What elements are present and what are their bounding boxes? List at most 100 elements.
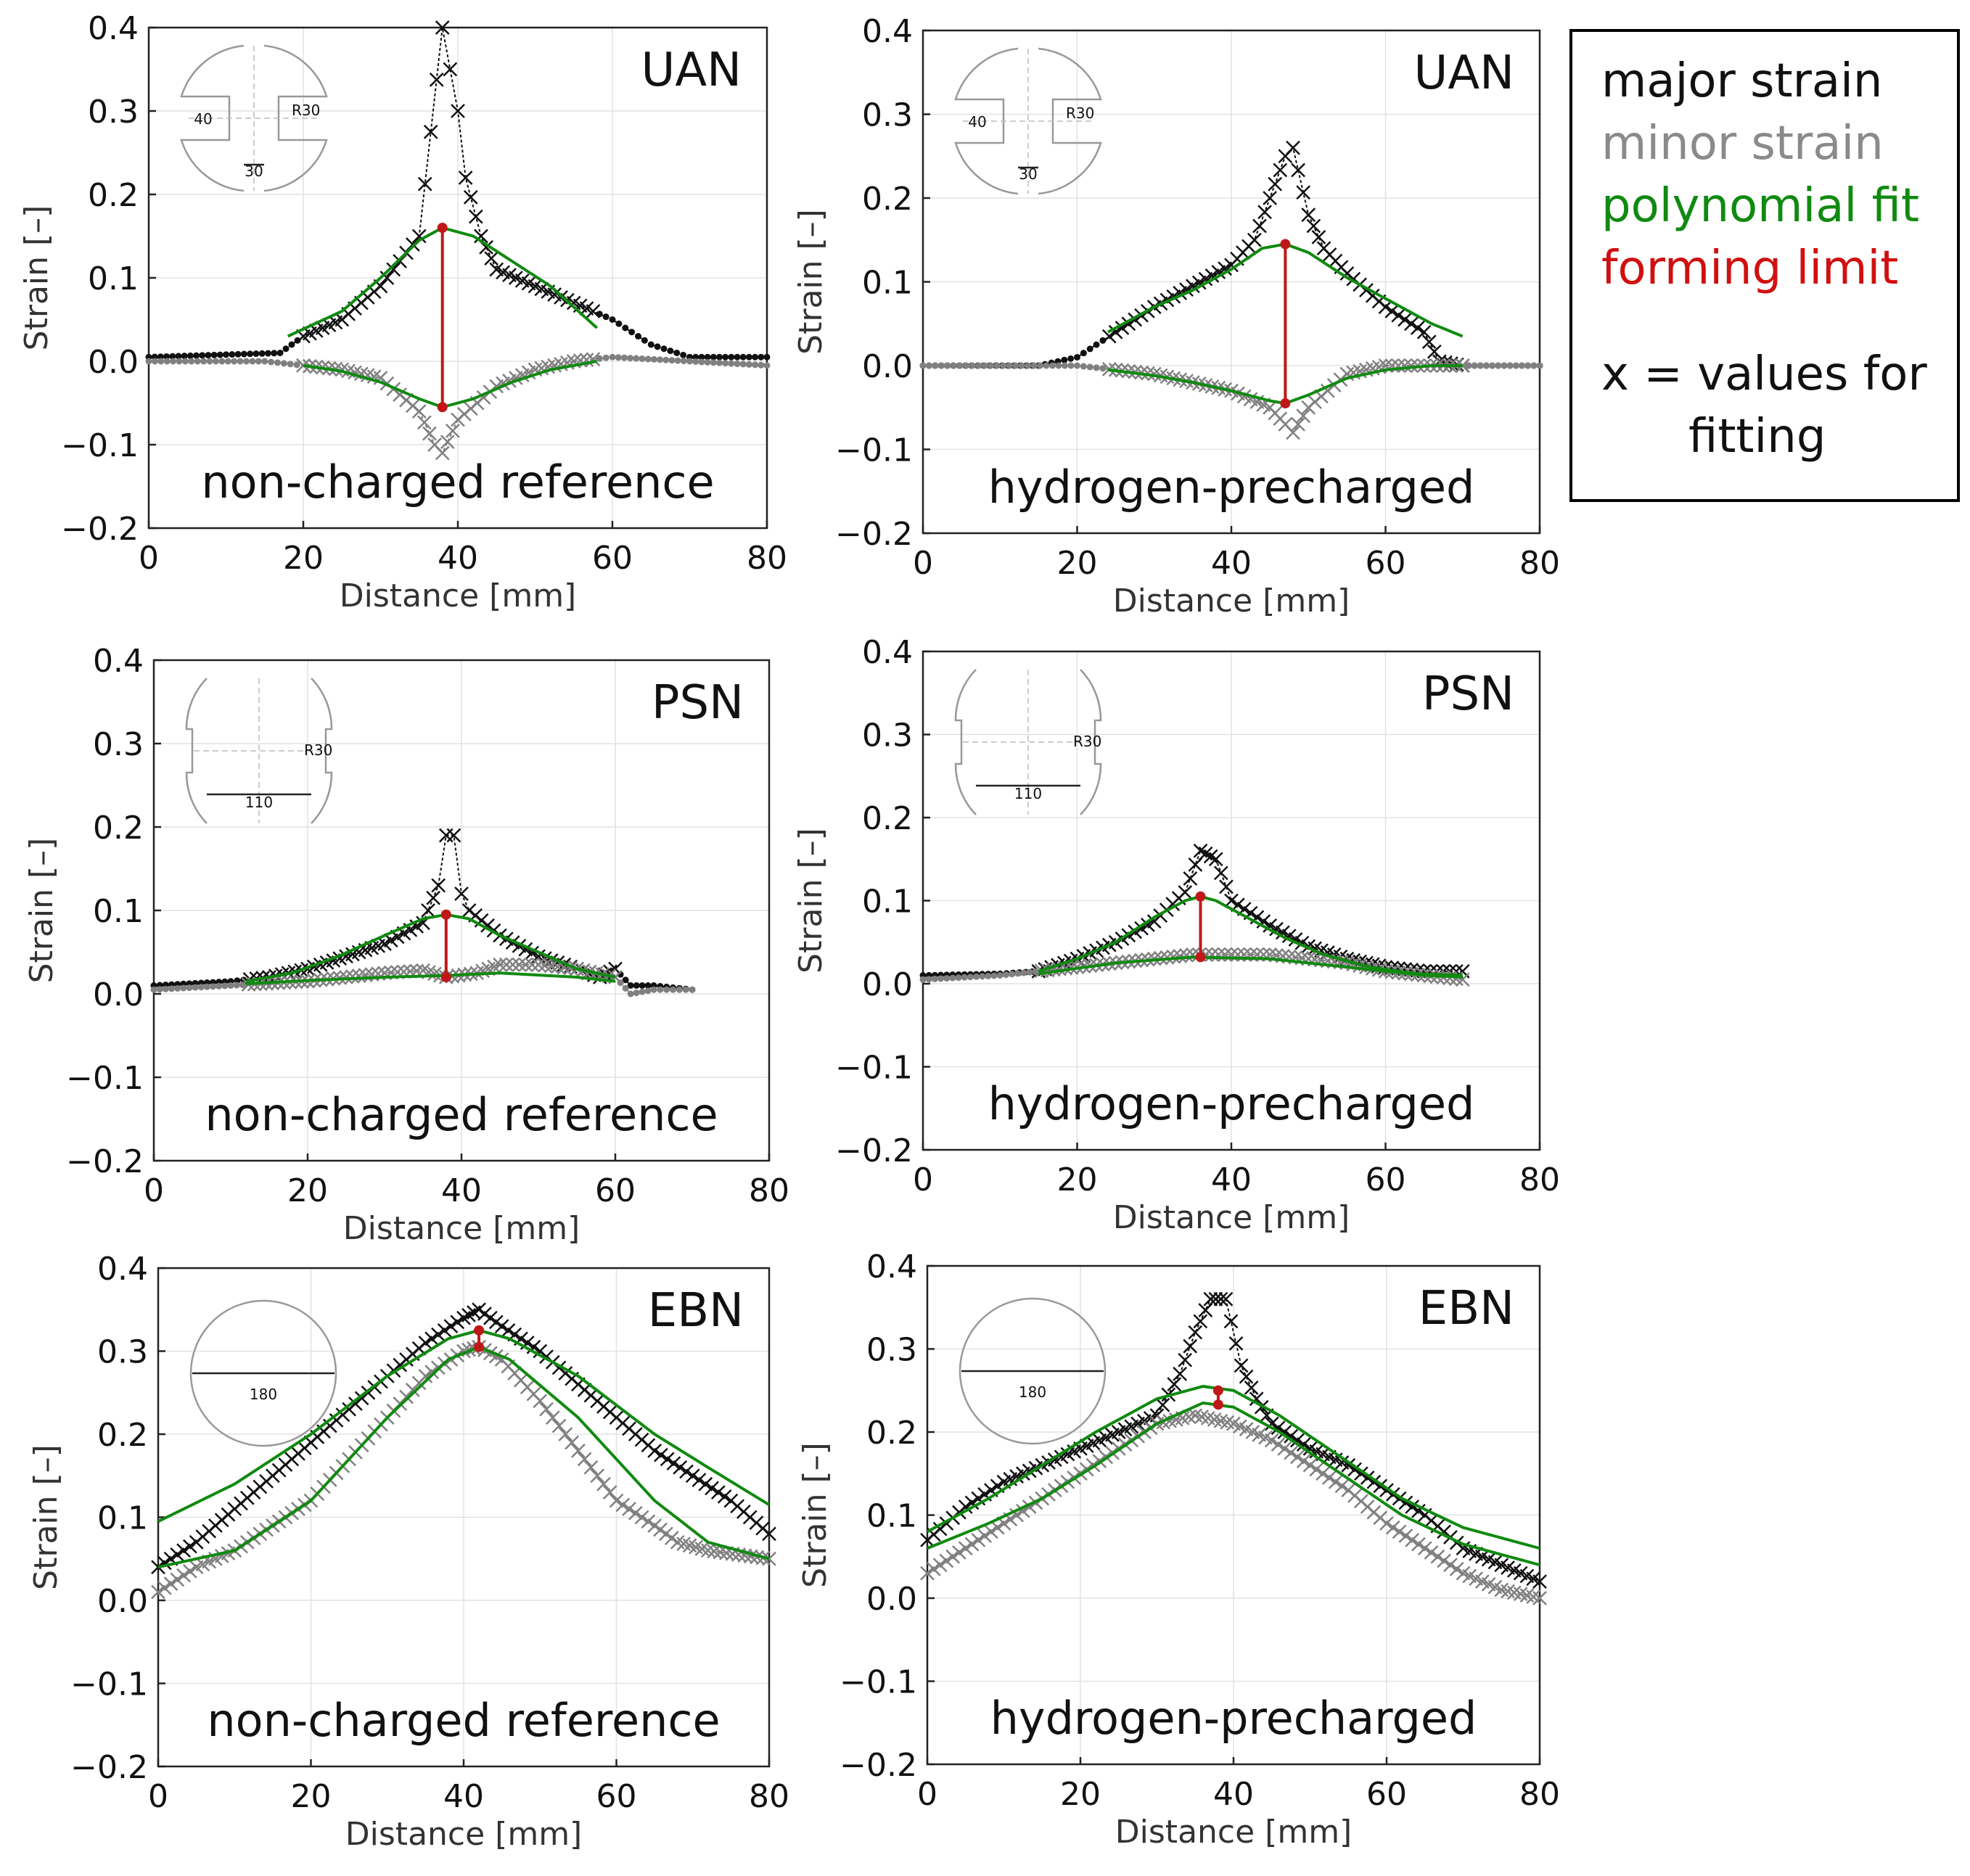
specimen-sketch: 180 xyxy=(959,1297,1107,1445)
radius-label: R30 xyxy=(1073,733,1101,750)
major-strain-point xyxy=(1080,350,1087,357)
minor-strain-point xyxy=(1020,969,1027,976)
minor-strain-point xyxy=(162,985,169,992)
dimension-label: 40 xyxy=(968,113,986,131)
major-fitting-marker xyxy=(660,1452,675,1467)
minor-strain-point xyxy=(943,975,951,982)
major-fitting-marker xyxy=(1155,1397,1170,1412)
x-tick-label: 40 xyxy=(1213,1776,1254,1813)
minor-strain-point xyxy=(956,362,964,369)
minor-strain-point xyxy=(951,362,957,369)
major-strain-point xyxy=(635,333,641,340)
minor-strain-point xyxy=(975,362,982,369)
major-fitting-marker xyxy=(1213,865,1228,881)
major-fitting-marker xyxy=(1306,218,1321,234)
minor-strain-point xyxy=(243,358,250,365)
minor-strain-point xyxy=(1471,362,1478,369)
minor-fitting-marker xyxy=(1290,1449,1305,1465)
major-fitting-marker xyxy=(1296,1437,1311,1452)
major-fitting-marker xyxy=(654,1447,668,1462)
minor-strain-point xyxy=(1086,363,1093,371)
minor-fitting-marker xyxy=(1284,1445,1299,1460)
x-tick-label: 40 xyxy=(438,540,478,577)
minor-strain-point xyxy=(1018,362,1025,369)
minor-fitting-marker xyxy=(422,426,437,441)
minor-strain-point xyxy=(293,361,300,369)
minor-strain-point xyxy=(1026,968,1033,976)
minor-fitting-marker xyxy=(1296,408,1311,424)
major-strain-point xyxy=(282,345,290,353)
major-strain-point xyxy=(641,337,648,344)
minor-strain-point xyxy=(996,972,1004,979)
minor-fitting-marker xyxy=(1296,1454,1311,1468)
y-tick-label: −0.1 xyxy=(66,1060,144,1097)
major-fitting-marker xyxy=(1101,329,1117,344)
minor-fitting-marker xyxy=(351,968,366,983)
x-tick-label: 20 xyxy=(287,1172,328,1209)
x-tick-label: 80 xyxy=(1519,545,1560,582)
x-axis-label: Distance [mm] xyxy=(1113,583,1350,620)
minor-strain-point xyxy=(221,982,229,990)
minor-strain-point xyxy=(194,358,201,365)
minor-strain-point xyxy=(218,358,226,365)
y-tick-label: 0.3 xyxy=(93,726,144,763)
y-tick-label: −0.2 xyxy=(835,516,913,553)
y-tick-label: −0.1 xyxy=(840,1664,917,1701)
minor-strain-point xyxy=(197,984,205,991)
x-tick-label: 40 xyxy=(443,1778,484,1815)
minor-fitting-marker xyxy=(700,1543,715,1558)
minor-polynomial-fit xyxy=(927,1401,1540,1567)
dimension-label: 110 xyxy=(1014,785,1042,802)
major-fitting-marker xyxy=(1391,308,1406,323)
x-tick-label: 80 xyxy=(749,1172,789,1209)
major-fitting-marker xyxy=(1183,1338,1198,1354)
forming-limit-major-point xyxy=(474,1325,485,1336)
forming-limit-minor-point xyxy=(1280,398,1291,408)
minor-fitting-marker xyxy=(151,1584,165,1600)
minor-fitting-marker xyxy=(577,1452,592,1467)
y-tick-label: −0.2 xyxy=(840,1747,917,1784)
forming-limit-minor-point xyxy=(1212,1399,1223,1410)
radius-label: R30 xyxy=(304,741,332,759)
minor-fitting-marker xyxy=(750,1550,765,1565)
major-fitting-marker xyxy=(458,170,473,185)
x-tick-label: 80 xyxy=(1519,1161,1560,1198)
minor-strain-point xyxy=(961,974,968,981)
minor-fitting-marker xyxy=(622,1502,636,1516)
minor-fitting-marker xyxy=(1179,947,1194,963)
major-fitting-marker xyxy=(1167,1377,1182,1392)
major-fitting-marker xyxy=(1398,312,1412,327)
minor-strain-point xyxy=(1512,362,1519,369)
major-strain-point xyxy=(734,353,741,361)
minor-fitting-marker xyxy=(602,1485,617,1500)
forming-limit-major-point xyxy=(440,909,451,920)
minor-strain-point xyxy=(1518,362,1525,369)
major-strain-point xyxy=(175,353,182,360)
test-type-label: UAN xyxy=(641,44,742,97)
minor-strain-point xyxy=(1536,362,1543,369)
major-strain-point xyxy=(763,353,771,361)
legend-forming-limit: forming limit xyxy=(1601,242,1899,295)
major-fitting-marker xyxy=(1178,1352,1193,1367)
minor-fitting-marker xyxy=(525,957,540,972)
minor-fitting-marker xyxy=(518,957,533,972)
chart-panel-3: 0 20 40 60 80 0.4 0.3 0.2 0.1 0.0 −0.1 −0.2 Distance… xyxy=(23,643,789,1247)
forming-limit-major-point xyxy=(437,223,448,233)
legend-minor-strain: minor strain xyxy=(1601,117,1884,170)
major-fitting-marker xyxy=(1421,334,1437,350)
minor-fitting-marker xyxy=(440,435,455,450)
major-fitting-marker xyxy=(429,72,444,87)
minor-fitting-marker xyxy=(926,1562,941,1576)
major-fitting-marker xyxy=(494,1319,509,1334)
specimen-sketch: 180 xyxy=(189,1299,337,1447)
minor-fitting-marker xyxy=(1334,1478,1350,1494)
major-fitting-marker xyxy=(1188,1325,1203,1340)
y-axis-label: Strain [–] xyxy=(23,838,60,984)
minor-strain-point xyxy=(1501,362,1508,369)
minor-strain-point xyxy=(639,988,646,995)
major-fitting-marker xyxy=(1247,232,1262,247)
forming-limit-minor-point xyxy=(474,1341,485,1352)
specimen-circle-outline xyxy=(959,1297,1107,1445)
major-fitting-marker xyxy=(1203,1291,1218,1307)
major-strain-point xyxy=(247,350,254,358)
